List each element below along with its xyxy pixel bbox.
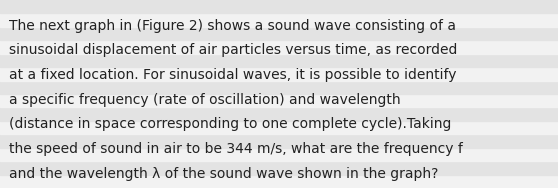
Bar xyxy=(0,67,558,81)
Bar xyxy=(0,40,558,54)
Bar xyxy=(0,148,558,161)
Text: (distance in space corresponding to one complete cycle).Taking: (distance in space corresponding to one … xyxy=(9,117,451,131)
Bar xyxy=(0,134,558,148)
Text: the speed of sound in air to be 344 m/s, what are the frequency f: the speed of sound in air to be 344 m/s,… xyxy=(9,142,463,156)
Bar xyxy=(0,121,558,134)
Text: a specific frequency (rate of oscillation) and wavelength: a specific frequency (rate of oscillatio… xyxy=(9,93,401,107)
Bar xyxy=(0,0,558,13)
Bar xyxy=(0,175,558,188)
Bar xyxy=(0,161,558,175)
Bar xyxy=(0,107,558,121)
Bar xyxy=(0,27,558,40)
Text: and the wavelength λ of the sound wave shown in the graph?: and the wavelength λ of the sound wave s… xyxy=(9,167,438,180)
Bar xyxy=(0,13,558,27)
Text: at a fixed location. For sinusoidal waves, it is possible to identify: at a fixed location. For sinusoidal wave… xyxy=(9,68,456,82)
Text: sinusoidal displacement of air particles versus time, as recorded: sinusoidal displacement of air particles… xyxy=(9,43,458,57)
Text: The next graph in (Figure 2) shows a sound wave consisting of a: The next graph in (Figure 2) shows a sou… xyxy=(9,19,456,33)
Bar xyxy=(0,81,558,94)
Bar xyxy=(0,54,558,67)
Bar xyxy=(0,94,558,107)
